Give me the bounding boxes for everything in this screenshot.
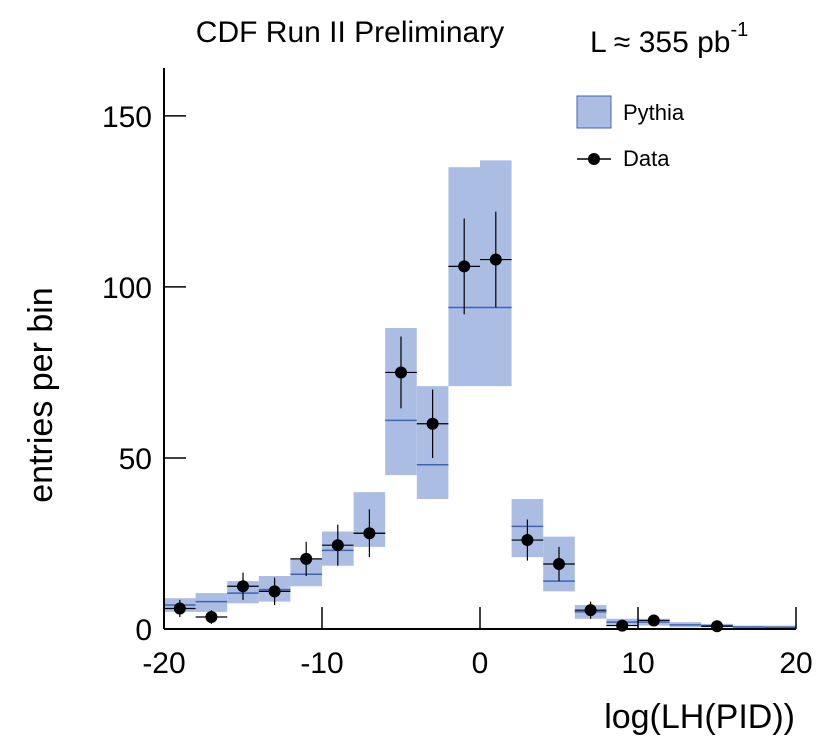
data-point: [521, 534, 534, 547]
y-tick-label: 0: [135, 614, 152, 647]
data-point: [173, 602, 186, 615]
legend-swatch: [576, 95, 612, 129]
data-point: [584, 604, 597, 617]
data-point: [426, 417, 439, 430]
legend-label: Pythia: [623, 100, 685, 125]
luminosity-exponent: -1: [730, 19, 748, 41]
luminosity: L ≈ 355 pb-1: [590, 19, 748, 59]
data-point: [237, 580, 249, 593]
data-point: [205, 611, 218, 624]
y-tick-label: 100: [102, 272, 152, 305]
y-tick-label: 150: [102, 101, 152, 134]
y-tick-label: 50: [119, 443, 152, 476]
chart-title: CDF Run II Preliminary: [196, 16, 504, 49]
x-tick-label: 10: [621, 647, 654, 680]
data-point: [395, 366, 407, 379]
data-point: [268, 585, 281, 598]
luminosity-text: L ≈ 355 pb: [590, 26, 730, 59]
data-point: [331, 539, 344, 552]
mc-band: [195, 593, 228, 612]
data-point: [489, 253, 502, 266]
data-point: [458, 260, 471, 273]
data-point: [553, 558, 565, 571]
x-tick-label: 20: [779, 647, 812, 680]
data-point: [647, 614, 660, 627]
x-tick-label: -10: [300, 647, 343, 680]
legend-marker: [588, 153, 600, 165]
x-tick-label: 0: [472, 647, 489, 680]
data-point: [300, 552, 313, 565]
x-tick-label: -20: [142, 647, 185, 680]
data-point: [711, 620, 723, 633]
legend-label: Data: [623, 146, 670, 171]
y-axis-label: entries per bin: [22, 287, 60, 502]
x-axis-label: log(LH(PID)): [604, 698, 795, 736]
data-point: [363, 527, 376, 540]
